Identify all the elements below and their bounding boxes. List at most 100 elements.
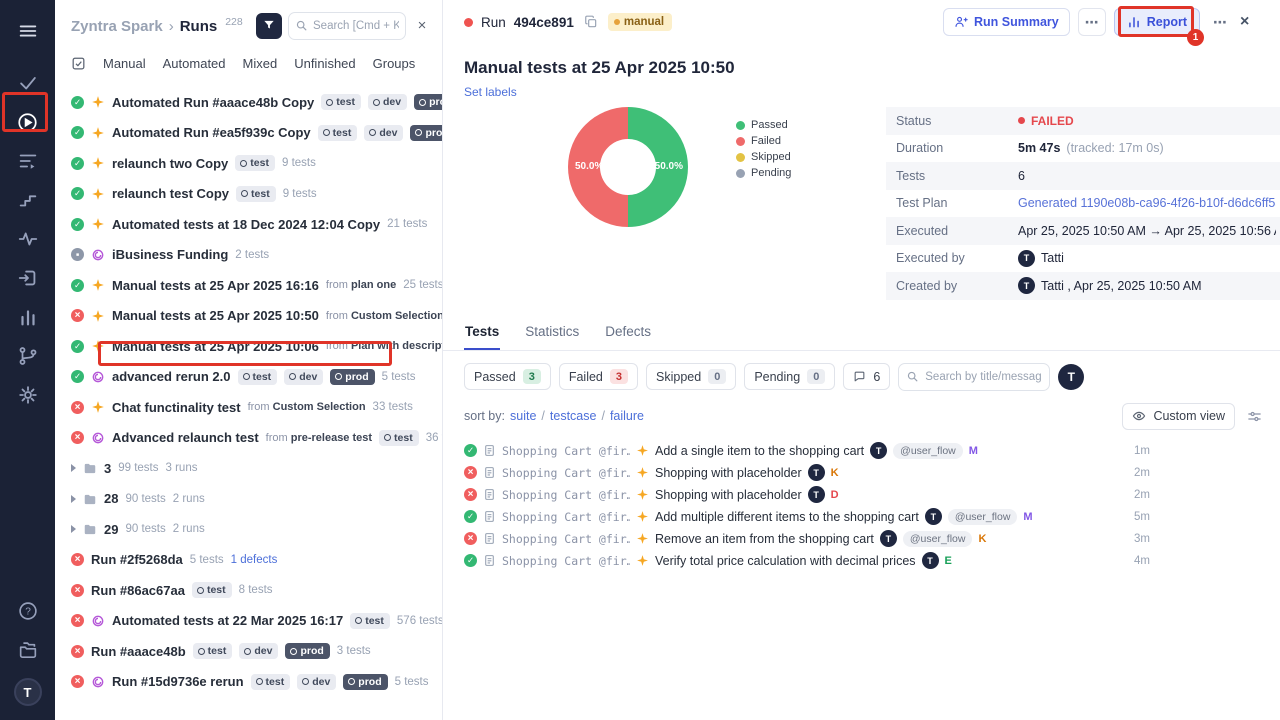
test-title: Remove an item from the shopping cart <box>655 531 874 546</box>
play-icon[interactable] <box>8 105 48 139</box>
test-row[interactable]: Shopping Cart @fir… Shopping with placeh… <box>464 462 1262 484</box>
test-row[interactable]: Shopping Cart @fir… Verify total price c… <box>464 550 1262 572</box>
select-all-icon[interactable] <box>71 56 86 71</box>
bar-chart-icon[interactable] <box>8 300 48 334</box>
sort-by-suite[interactable]: suite <box>510 409 537 423</box>
branch-icon[interactable] <box>8 339 48 373</box>
breadcrumb-project[interactable]: Zyntra Spark <box>71 17 163 35</box>
test-row[interactable]: Shopping Cart @fir… Add multiple differe… <box>464 506 1262 528</box>
run-list-item[interactable]: advanced rerun 2.0 test dev prod 5 tests <box>55 362 442 393</box>
run-title: Manual tests at 25 Apr 2025 10:06 <box>112 338 319 354</box>
panel-close-button[interactable]: × <box>412 16 432 36</box>
export-icon[interactable] <box>8 261 48 295</box>
tab-groups[interactable]: Groups <box>372 56 416 71</box>
test-list: Shopping Cart @fir… Add a single item to… <box>443 434 1280 572</box>
tab-unfinished[interactable]: Unfinished <box>294 56 356 71</box>
detail-row-status: Status FAILED <box>886 107 1280 135</box>
passed-status-icon <box>464 444 477 457</box>
test-plan-link[interactable]: Generated 1190e08b-ca96-4f26-b10f-d6dc6f… <box>1018 196 1276 211</box>
detail-more-button[interactable]: ⋯ <box>1208 8 1232 36</box>
sliders-icon[interactable] <box>1247 409 1262 424</box>
avatar: T <box>924 508 942 525</box>
set-labels-link[interactable]: Set labels <box>464 85 517 99</box>
gear-icon[interactable] <box>8 378 48 412</box>
run-folder[interactable]: 3 99 tests 3 runs <box>55 453 442 484</box>
filter-failed-chip[interactable]: Failed 3 <box>558 363 638 390</box>
defects-link[interactable]: 1 defects <box>230 553 278 566</box>
tab-automated[interactable]: Automated <box>162 56 226 71</box>
detail-row-test-plan: Test Plan Generated 1190e08b-ca96-4f26-b… <box>886 190 1280 218</box>
run-list-item[interactable]: Run #15d9736e rerun test dev prod 5 test… <box>55 667 442 698</box>
filter-pending-chip[interactable]: Pending 0 <box>744 363 836 390</box>
report-chart-icon <box>1127 15 1141 29</box>
run-list-item[interactable]: relaunch test Copy test 9 tests <box>55 179 442 210</box>
sort-by-failure[interactable]: failure <box>609 409 644 423</box>
tab-manual[interactable]: Manual <box>103 56 146 71</box>
test-row[interactable]: Shopping Cart @fir… Shopping with placeh… <box>464 484 1262 506</box>
custom-view-button[interactable]: Custom view <box>1122 402 1235 430</box>
menu-icon[interactable] <box>8 14 48 48</box>
comments-chip[interactable]: 6 <box>843 363 891 390</box>
run-list-item[interactable]: Run #2f5268da 5 tests 1 defects <box>55 545 442 576</box>
tab-defects[interactable]: Defects <box>605 323 652 339</box>
run-list-item[interactable]: Manual tests at 25 Apr 2025 16:16 from p… <box>55 270 442 301</box>
copy-icon[interactable] <box>582 13 600 31</box>
tab-mixed[interactable]: Mixed <box>242 56 278 71</box>
avatar[interactable]: T <box>13 678 42 706</box>
check-icon[interactable] <box>8 66 48 100</box>
tag-dev: dev <box>367 94 408 111</box>
tab-tests[interactable]: Tests <box>464 320 501 350</box>
filter-skipped-chip[interactable]: Skipped 0 <box>646 363 737 390</box>
run-list-item[interactable]: Chat functinality test from Custom Selec… <box>55 392 442 423</box>
sort-by-testcase[interactable]: testcase <box>549 409 597 423</box>
automation-icon <box>91 675 105 689</box>
run-from: from Custom Selection <box>247 401 366 414</box>
tab-statistics[interactable]: Statistics <box>525 323 580 339</box>
spark-icon <box>636 554 649 567</box>
filter-passed-chip[interactable]: Passed 3 <box>464 363 551 390</box>
help-icon[interactable]: ? <box>8 594 48 628</box>
run-list-item[interactable]: Manual tests at 25 Apr 2025 10:06 from P… <box>55 331 442 362</box>
chevron-right-icon[interactable] <box>71 464 76 473</box>
pulse-icon[interactable] <box>8 222 48 256</box>
folders-icon[interactable] <box>8 633 48 667</box>
run-meta: 9 tests <box>281 157 316 170</box>
runs-search-input[interactable] <box>288 12 406 40</box>
run-list-item[interactable]: Advanced relaunch test from pre-release … <box>55 423 442 454</box>
test-row[interactable]: Shopping Cart @fir… Add a single item to… <box>464 440 1262 462</box>
run-list-item[interactable]: Run #aaace48b test dev prod 3 tests <box>55 636 442 667</box>
run-list-item[interactable]: Automated tests at 22 Mar 2025 16:17 tes… <box>55 606 442 637</box>
summary-more-button[interactable]: ⋯ <box>1077 8 1106 36</box>
run-list-item[interactable]: iBusiness Funding 2 tests <box>55 240 442 271</box>
test-row[interactable]: Shopping Cart @fir… Remove an item from … <box>464 528 1262 550</box>
passed-status-icon <box>464 510 477 523</box>
chevron-right-icon[interactable] <box>71 494 76 503</box>
person-plus-icon <box>954 15 968 29</box>
document-icon <box>483 554 496 567</box>
steps-icon[interactable] <box>8 183 48 217</box>
run-list-item[interactable]: Automated tests at 18 Dec 2024 12:04 Cop… <box>55 209 442 240</box>
test-title: Shopping with placeholder <box>655 465 802 480</box>
test-search-input[interactable] <box>898 362 1051 391</box>
run-summary-button[interactable]: Run Summary <box>942 8 1070 36</box>
run-list-item-selected[interactable]: Manual tests at 25 Apr 2025 10:50 from C… <box>55 301 442 332</box>
run-folder[interactable]: 29 90 tests 2 runs <box>55 514 442 545</box>
report-button[interactable]: Report <box>1113 8 1200 36</box>
tag-test: test <box>192 643 233 660</box>
chevron-right-icon[interactable] <box>71 525 76 534</box>
list-icon[interactable] <box>8 144 48 178</box>
run-list-item[interactable]: Automated Run #aaace48b Copy test dev pr… <box>55 87 442 118</box>
run-list-item[interactable]: Automated Run #ea5f939c Copy test dev pr… <box>55 118 442 149</box>
run-folder[interactable]: 28 90 tests 2 runs <box>55 484 442 515</box>
run-meta: 9 tests <box>282 187 317 200</box>
run-list-item[interactable]: Run #86ac67aa test 8 tests <box>55 575 442 606</box>
status-badge: FAILED <box>1031 113 1074 128</box>
user-filter-avatar[interactable]: T <box>1058 363 1085 390</box>
automation-icon <box>91 248 105 262</box>
passed-status-icon <box>71 217 84 231</box>
filter-button[interactable] <box>256 13 282 39</box>
detail-close-button[interactable]: × <box>1240 8 1264 36</box>
run-meta: 33 tests <box>372 401 413 414</box>
search-icon <box>295 19 308 37</box>
run-list-item[interactable]: relaunch two Copy test 9 tests <box>55 148 442 179</box>
